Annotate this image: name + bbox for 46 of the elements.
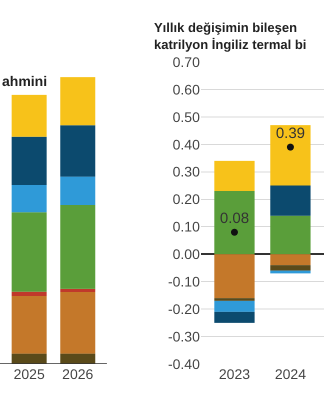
bar [270,216,311,254]
bar [12,292,47,296]
bar [270,265,311,271]
x-tick-label: 2026 [62,366,94,382]
bar [60,125,96,177]
bar [12,212,47,292]
bar [12,94,47,137]
bar [270,270,311,274]
y-tick-label: 0.40 [172,136,200,152]
bar [214,160,255,192]
chart-title: ahmini [2,73,48,89]
bar [12,296,47,354]
bar [214,254,255,298]
bar [60,292,96,354]
y-tick-label: 0.10 [172,218,200,235]
y-tick-label: 0.20 [172,191,200,208]
x-tick-label: 2023 [218,366,250,382]
data-label: 0.39 [276,124,306,142]
bar [60,77,96,126]
y-tick-label: -0.10 [168,274,200,290]
x-tick-label: 2024 [274,366,306,382]
bar [270,254,311,266]
bar [214,312,255,323]
y-tick-label: -0.40 [168,356,200,372]
bar [60,354,96,364]
y-tick-label: -0.30 [168,328,200,344]
bar [214,300,255,312]
bar [214,298,255,301]
x-tick-label: 2025 [14,366,45,382]
chart-title: Yıllık değişimin bileşen katrilyon İngiliz termal bi [154,20,306,52]
bar [60,176,96,206]
bar [60,288,96,292]
bar [12,136,47,185]
data-label: 0.08 [220,210,250,228]
y-tick-label: 0.60 [172,81,200,98]
bar [270,125,311,186]
y-tick-label: 0.50 [172,108,200,125]
bar [12,184,47,212]
y-tick-label: -0.20 [168,300,200,317]
y-tick-label: 0.30 [172,164,200,180]
bar [214,191,255,254]
y-tick-label: 0.70 [172,54,200,70]
y-tick-label: 0.00 [172,246,200,262]
bar [60,205,96,289]
bar [270,186,311,216]
bar [12,354,47,364]
